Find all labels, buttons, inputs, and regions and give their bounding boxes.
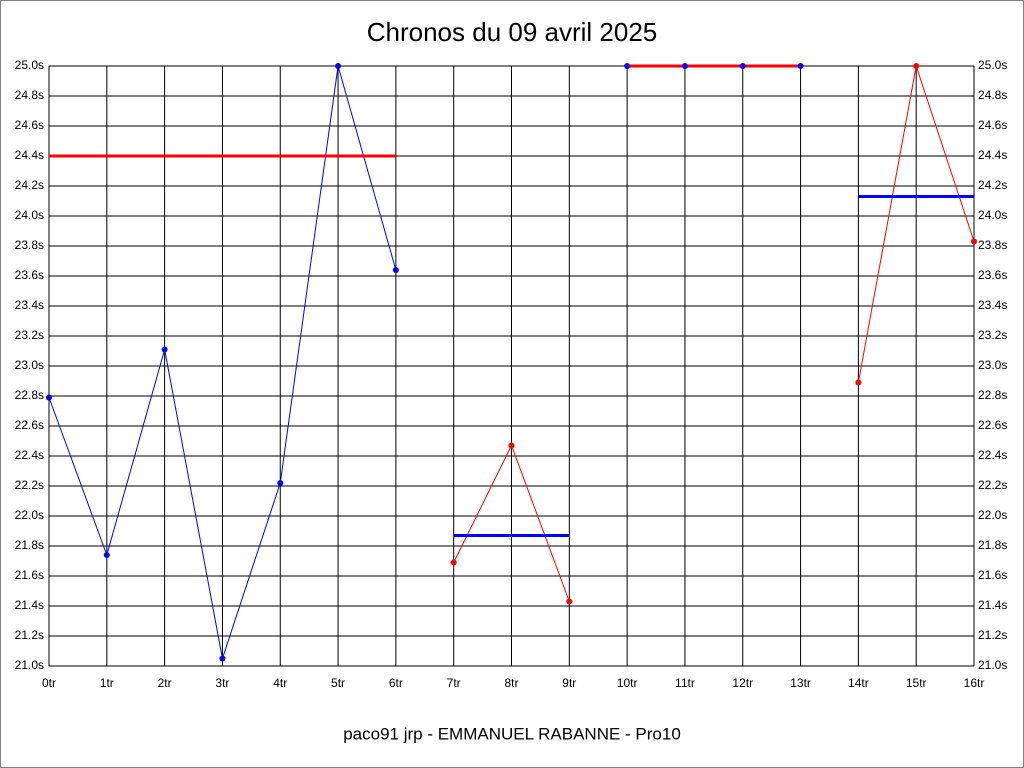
lap-point <box>277 480 284 486</box>
y-tick-label: 22.0s <box>15 508 44 522</box>
y-tick-label: 21.2s <box>15 628 44 642</box>
lap-point <box>46 394 52 401</box>
y-tick-label: 21.8s <box>15 538 44 552</box>
y-tick-label: 22.2s <box>15 478 44 492</box>
chart-footer: paco91 jrp - EMMANUEL RABANNE - Pro10 <box>343 724 681 743</box>
y-tick-label: 24.8s <box>15 88 44 102</box>
y-tick-label-right: 24.2s <box>978 178 1007 192</box>
x-tick-label: 0tr <box>42 676 56 690</box>
lap-point <box>624 63 631 69</box>
lap-point <box>392 267 399 273</box>
y-tick-label-right: 23.8s <box>978 238 1007 252</box>
lap-point <box>566 598 573 605</box>
y-tick-label: 21.0s <box>15 658 44 672</box>
x-tick-label: 16tr <box>964 676 985 690</box>
x-tick-label: 9tr <box>562 676 576 690</box>
y-tick-label-right: 22.0s <box>978 508 1007 522</box>
x-tick-label: 11tr <box>675 676 695 690</box>
y-tick-label: 24.2s <box>15 178 44 192</box>
y-tick-label-right: 22.2s <box>978 478 1007 492</box>
y-tick-label-right: 24.8s <box>978 88 1007 102</box>
y-tick-label-right: 22.4s <box>978 448 1007 462</box>
y-tick-label: 22.6s <box>15 418 44 432</box>
lap-point <box>681 63 688 69</box>
y-tick-label: 21.6s <box>15 568 44 582</box>
y-tick-label: 25.0s <box>15 58 44 72</box>
y-tick-label: 21.4s <box>15 598 44 612</box>
x-tick-label: 8tr <box>504 676 518 690</box>
lap-point <box>450 559 457 566</box>
lap-point <box>855 379 862 386</box>
lap-point <box>797 63 804 69</box>
y-tick-label: 23.6s <box>15 268 44 282</box>
x-tick-label: 7tr <box>447 676 461 690</box>
lap-point <box>219 655 226 662</box>
chart-title: Chronos du 09 avril 2025 <box>367 17 658 47</box>
y-tick-label: 24.4s <box>15 148 44 162</box>
y-tick-label-right: 25.0s <box>978 58 1007 72</box>
y-tick-label: 24.6s <box>15 118 44 132</box>
y-tick-label-right: 24.4s <box>978 148 1007 162</box>
lap-point <box>913 63 920 69</box>
lap-point <box>335 63 342 69</box>
lap-point <box>103 552 110 558</box>
y-tick-label: 23.2s <box>15 328 44 342</box>
y-tick-label-right: 23.2s <box>978 328 1007 342</box>
y-tick-label-right: 21.4s <box>978 598 1007 612</box>
lap-point <box>508 442 515 449</box>
x-tick-label: 4tr <box>273 676 287 690</box>
y-tick-label: 23.8s <box>15 238 44 252</box>
y-tick-label: 24.0s <box>15 208 44 222</box>
x-tick-label: 5tr <box>331 676 345 690</box>
lap-point <box>161 346 168 353</box>
x-tick-label: 10tr <box>617 676 638 690</box>
y-tick-label-right: 24.0s <box>978 208 1007 222</box>
y-tick-label-right: 21.6s <box>978 568 1007 582</box>
y-tick-label-right: 23.6s <box>978 268 1007 282</box>
y-tick-label: 22.8s <box>15 388 44 402</box>
lap-point <box>971 238 977 245</box>
y-tick-label-right: 21.0s <box>978 658 1007 672</box>
y-tick-label-right: 21.8s <box>978 538 1007 552</box>
y-tick-label-right: 23.0s <box>978 358 1007 372</box>
x-tick-label: 2tr <box>158 676 172 690</box>
y-tick-label-right: 23.4s <box>978 298 1007 312</box>
y-tick-label-right: 22.8s <box>978 388 1007 402</box>
x-tick-label: 15tr <box>906 676 927 690</box>
x-tick-label: 12tr <box>732 676 753 690</box>
y-tick-label: 22.4s <box>15 448 44 462</box>
lap-point <box>739 63 746 69</box>
y-tick-label-right: 22.6s <box>978 418 1007 432</box>
x-tick-label: 3tr <box>215 676 229 690</box>
x-tick-label: 1tr <box>100 676 114 690</box>
x-tick-label: 6tr <box>389 676 403 690</box>
x-tick-label: 14tr <box>848 676 869 690</box>
y-tick-label: 23.4s <box>15 298 44 312</box>
x-tick-label: 13tr <box>790 676 811 690</box>
y-tick-label: 23.0s <box>15 358 44 372</box>
y-tick-label-right: 21.2s <box>978 628 1007 642</box>
y-tick-label-right: 24.6s <box>978 118 1007 132</box>
